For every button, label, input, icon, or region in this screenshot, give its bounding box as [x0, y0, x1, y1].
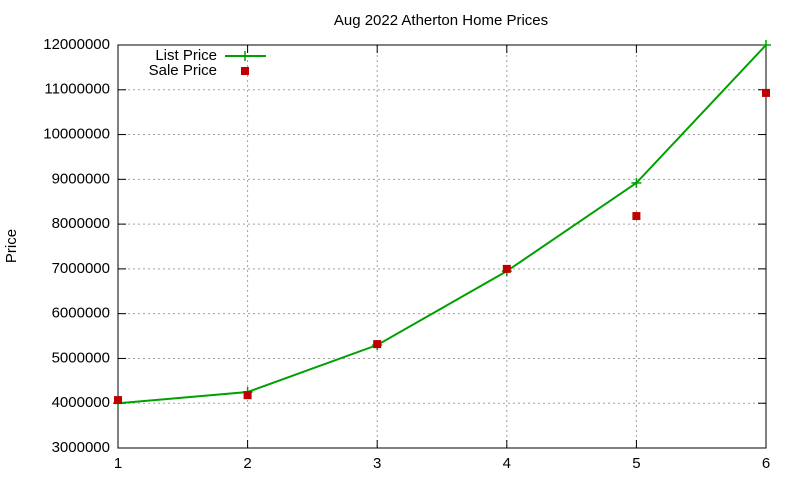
y-tick-label: 10000000 — [43, 126, 110, 143]
point — [762, 88, 770, 97]
y-tick-label: 11000000 — [44, 81, 110, 98]
y-tick-label: 7000000 — [52, 260, 110, 277]
y-tick-label: 3000000 — [52, 439, 110, 456]
legend-swatch — [240, 51, 250, 61]
legend-swatch — [241, 67, 249, 75]
y-tick-label: 12000000 — [43, 36, 110, 53]
x-tick-label: 3 — [373, 455, 381, 472]
x-tick-label: 1 — [114, 455, 122, 472]
point — [502, 264, 511, 273]
series-line — [117, 44, 767, 405]
point — [632, 212, 641, 221]
point — [114, 396, 122, 405]
y-tick-label: 9000000 — [52, 170, 110, 187]
x-tick-label: 5 — [632, 455, 640, 472]
y-tick-label: 4000000 — [52, 394, 110, 411]
x-tick-label: 2 — [243, 455, 251, 472]
x-tick-label: 4 — [503, 455, 511, 472]
x-tick-label: 6 — [762, 455, 770, 472]
legend-label: Sale Price — [149, 62, 217, 79]
plot-border — [117, 44, 767, 449]
legend-label: List Price — [155, 47, 217, 64]
chart-title: Aug 2022 Atherton Home Prices — [334, 12, 548, 29]
point — [243, 391, 252, 400]
point — [631, 177, 642, 188]
point — [373, 340, 382, 349]
point — [761, 40, 771, 50]
y-axis-label: Price — [3, 229, 20, 263]
y-tick-label: 6000000 — [52, 305, 110, 322]
y-tick-label: 8000000 — [52, 215, 110, 232]
y-tick-label: 5000000 — [52, 349, 110, 366]
